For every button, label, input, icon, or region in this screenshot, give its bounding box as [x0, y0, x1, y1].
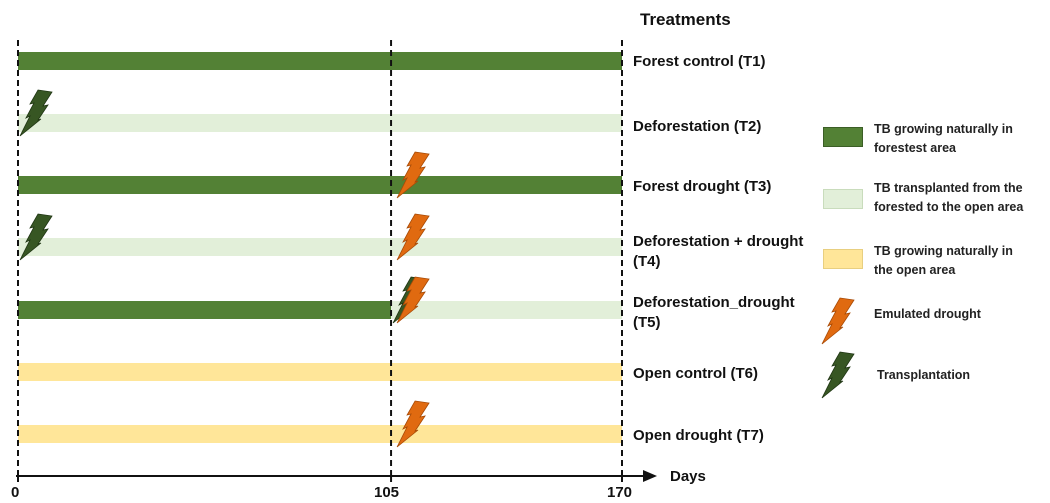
legend-label-open: TB growing naturally in the open area: [874, 244, 1013, 277]
legend-label-transplanted: TB transplanted from the forested to the…: [874, 181, 1024, 214]
tick-label-0: 0: [11, 484, 20, 501]
treatment-label-t3: Forest drought (T3): [633, 178, 772, 195]
legend-drought-icon: [821, 297, 855, 345]
legend-label-drought: Emulated drought: [874, 307, 981, 321]
treatment-label-t7: Open drought (T7): [633, 427, 764, 444]
bar-t5-forest: [18, 301, 392, 319]
legend-label-transplantation: Transplantation: [877, 368, 971, 382]
legend-swatch-forest: [823, 127, 863, 147]
bar-t6-open: [18, 363, 622, 381]
bar-t7-open: [18, 425, 622, 443]
bar-t1-forest: [18, 52, 622, 70]
bar-t3-forest: [18, 176, 622, 194]
diagram-title: Treatments: [640, 10, 731, 29]
tick-label-170: 170: [607, 484, 633, 501]
legend-swatch-open: [823, 249, 863, 269]
drought-icon-t4: [396, 213, 430, 261]
drought-icon-t7: [396, 400, 430, 448]
drought-icon-t3: [396, 151, 430, 199]
transplantation-icon-t4: [19, 213, 53, 261]
treatment-label-t4: Deforestation + drought (T4): [633, 233, 804, 270]
transplantation-icon-t2: [19, 89, 53, 137]
legend-transplantation-icon: [821, 351, 855, 399]
axis-label-days: Days: [670, 468, 706, 485]
treatment-label-t6: Open control (T6): [633, 365, 758, 382]
bar-t2-transplanted: [18, 114, 622, 132]
tick-label-105: 105: [374, 484, 400, 501]
x-axis-arrow: [643, 470, 657, 482]
drought-icon-t5: [396, 276, 430, 324]
legend-swatch-transplanted: [823, 189, 863, 209]
treatment-label-t5: Deforestation_drought (T5): [633, 294, 795, 331]
legend-label-forest: TB growing naturally in forestest area: [874, 122, 1013, 155]
bar-t4-transplanted: [18, 238, 622, 256]
treatment-label-t1: Forest control (T1): [633, 53, 766, 70]
treatment-label-t2: Deforestation (T2): [633, 118, 762, 135]
bar-t5-transplanted-1: [391, 301, 622, 319]
